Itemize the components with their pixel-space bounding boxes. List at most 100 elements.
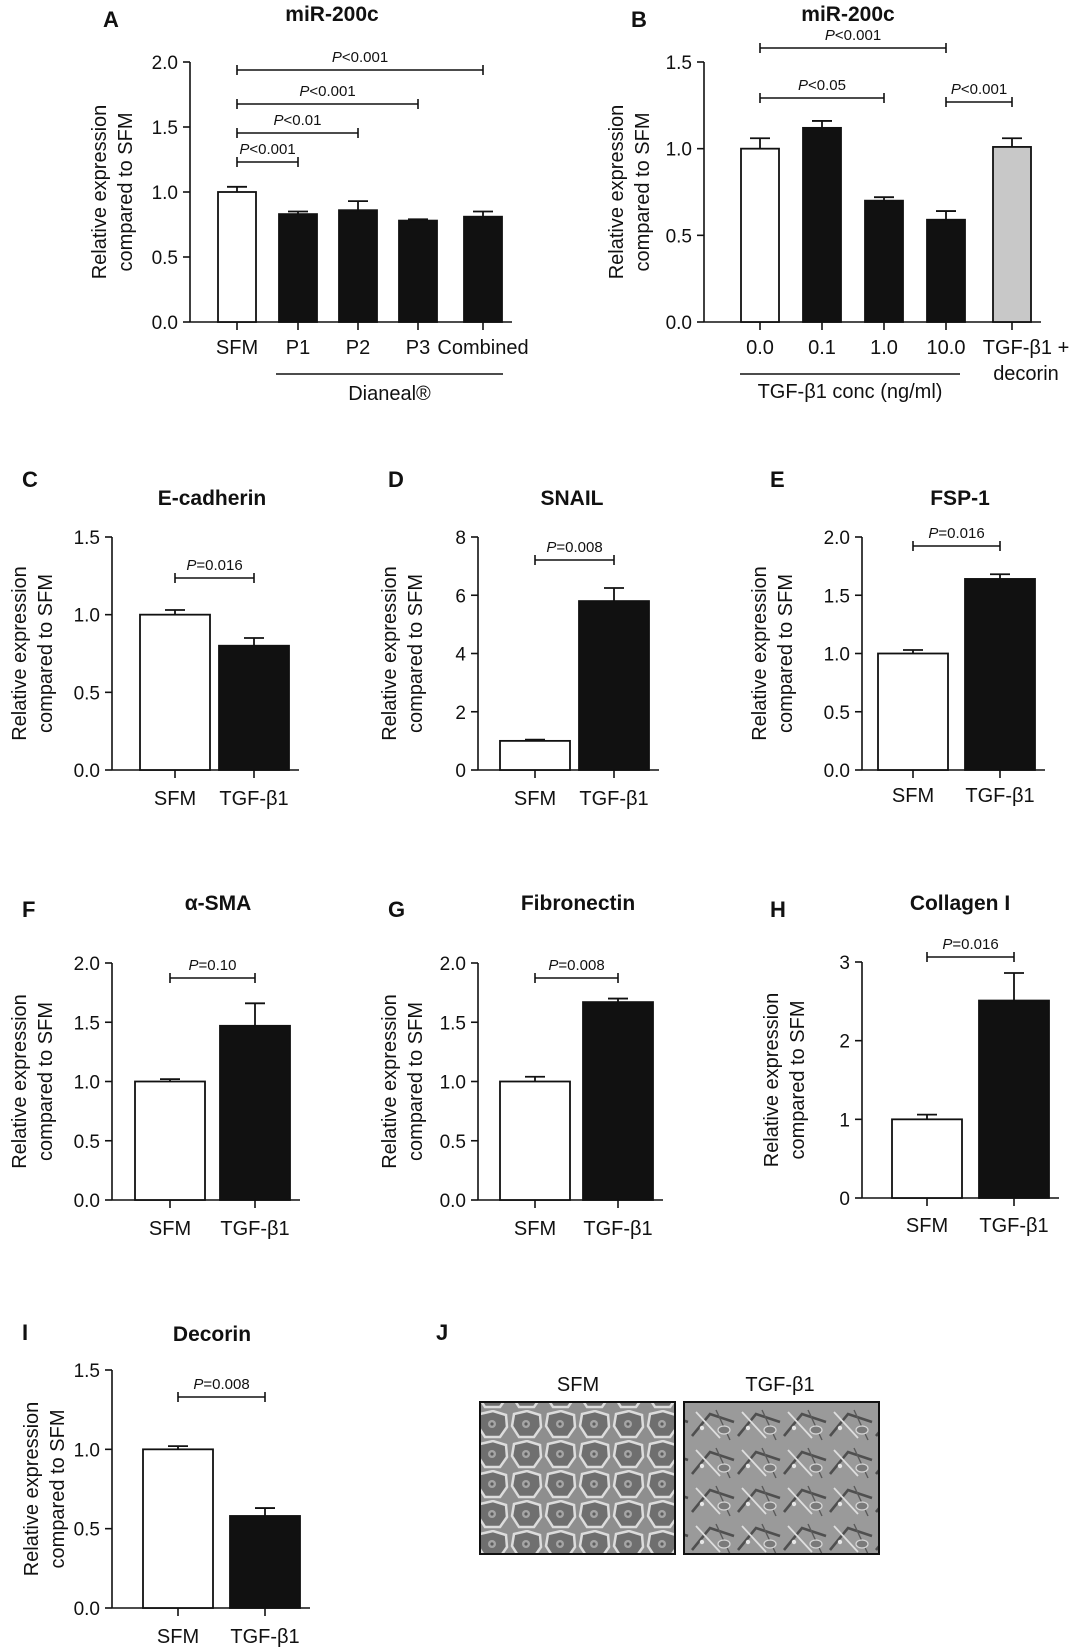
plot-area: 0.0 0.5 1.0 1.5 2.0 Relative expression compar…	[749, 525, 1045, 807]
p-symbol: P	[548, 957, 558, 974]
y-tick-label: 1.0	[74, 1073, 100, 1094]
y-axis	[105, 1369, 113, 1609]
p-symbol: P	[825, 27, 835, 44]
y-tick-label: 0.5	[666, 226, 692, 247]
bar	[891, 1118, 963, 1199]
micrograph-tgf	[683, 1401, 880, 1555]
category-label: TGF-β1	[579, 788, 648, 810]
panel-letter: D	[388, 467, 404, 492]
p-symbol: P	[193, 1376, 203, 1393]
p-value-label: P<0.001	[825, 27, 881, 44]
y-axis-label-line: Relative expression	[606, 105, 628, 280]
y-tick-label: 1.0	[440, 1073, 466, 1094]
y-tick-label: 1.5	[152, 118, 178, 139]
bar	[218, 644, 290, 771]
significance-bracket: P=0.016	[174, 557, 255, 583]
significance-bracket: P<0.001	[236, 141, 299, 167]
p-symbol: P	[186, 557, 196, 574]
y-axis-label-line: Relative expression	[749, 566, 771, 741]
y-tick-label: 1.0	[152, 183, 178, 204]
category-label-line: decorin	[993, 363, 1059, 385]
p-value-label: P<0.01	[274, 112, 322, 129]
category-label: TGF-β1	[220, 1218, 289, 1240]
bar	[499, 1080, 571, 1201]
p-value-label: P<0.001	[332, 49, 388, 66]
y-axis-label-line: compared to SFM	[787, 1001, 809, 1160]
y-axis-label-line: compared to SFM	[632, 113, 654, 272]
y-tick-label: 1	[839, 1110, 850, 1131]
p-value: =0.008	[558, 957, 604, 974]
category-label: SFM	[514, 788, 556, 810]
y-tick-label: 1.5	[74, 1013, 100, 1034]
category-label: TGF-β1	[979, 1215, 1048, 1237]
panel-letter: C	[22, 467, 38, 492]
bar	[463, 215, 503, 323]
bar	[499, 739, 571, 771]
p-symbol: P	[928, 525, 938, 542]
y-tick-label: 1.0	[824, 645, 850, 666]
plot-area: 0.0 0.5 1.0 1.5 Relative expression compared …	[9, 528, 299, 810]
y-axis-label-line: Relative expression	[9, 994, 31, 1169]
p-value-label: P<0.001	[239, 141, 295, 158]
y-axis-label-line: compared to SFM	[35, 1002, 57, 1161]
y-tick-label: 1.5	[824, 586, 850, 607]
category-label: 10.0	[927, 337, 966, 359]
significance-bracket: P<0.01	[236, 112, 359, 138]
panel-letter: B	[631, 7, 647, 32]
panel-letter: G	[388, 897, 405, 922]
category-label-line: TGF-β1 +	[983, 337, 1070, 359]
p-symbol: P	[942, 936, 952, 953]
plot-area: 0.0 0.5 1.0 1.5 2.0 Relative expression compar…	[379, 954, 663, 1240]
group-label: TGF-β1 conc (ng/ml)	[758, 381, 943, 403]
y-axis-label-line: Relative expression	[379, 566, 401, 741]
significance-bracket: P<0.001	[236, 49, 484, 75]
x-axis	[862, 769, 1045, 778]
y-axis-label-line: Relative expression	[9, 566, 31, 741]
p-value: =0.10	[199, 957, 237, 974]
y-axis-label: Relative expression compared to SFM	[89, 105, 137, 280]
y-tick-label: 1.0	[74, 1440, 100, 1461]
p-symbol: P	[239, 141, 249, 158]
x-axis	[862, 1197, 1059, 1206]
y-axis	[183, 61, 191, 323]
plot-area: 0 1 2 3 Relative expression compared to SFM SF…	[761, 936, 1059, 1237]
y-axis-label: Relative expression compared to SFM	[761, 993, 809, 1168]
bar	[134, 1080, 206, 1201]
p-value-label: P=0.008	[546, 539, 602, 556]
panel-letter: A	[103, 7, 119, 32]
chart-title: Decorin	[173, 1323, 251, 1346]
chart-title: SNAIL	[541, 487, 604, 510]
y-tick-label: 0.0	[152, 313, 178, 334]
p-symbol: P	[951, 81, 961, 98]
panel-h: H Collagen I 0 1 2 3 Relative expression comp…	[761, 892, 1059, 1237]
y-axis-label-line: Relative expression	[21, 1402, 43, 1577]
p-value-label: P<0.05	[798, 77, 846, 94]
p-symbol: P	[274, 112, 284, 129]
category-label: TGF-β1	[230, 1626, 299, 1648]
bar	[992, 146, 1032, 323]
y-tick-label: 6	[455, 586, 466, 607]
significance-bracket: P=0.10	[169, 957, 256, 983]
plot-area: 0.0 0.5 1.0 1.5 Relative expression compared …	[606, 27, 1069, 403]
panel-c: C E-cadherin 0.0 0.5 1.0 1.5 Relative expres…	[9, 467, 299, 810]
p-value: =0.016	[196, 557, 242, 574]
bar	[964, 578, 1036, 771]
panel-letter: J	[436, 1320, 448, 1345]
chart-title: Collagen I	[910, 892, 1010, 915]
y-axis-label: Relative expression compared to SFM	[749, 566, 797, 741]
plot-area: 0 2 4 6 8 Relative expression compared to SFM S…	[379, 528, 659, 810]
y-tick-label: 2.0	[440, 954, 466, 975]
y-axis-label: Relative expression compared to SFM	[606, 105, 654, 280]
micrograph-sfm	[479, 1401, 676, 1555]
p-value-label: P=0.016	[942, 936, 998, 953]
y-axis	[105, 536, 113, 771]
y-axis-label: Relative expression compared to SFM	[9, 994, 57, 1169]
bar	[142, 1448, 214, 1609]
p-value-label: P<0.001	[951, 81, 1007, 98]
plot-area: 0.0 0.5 1.0 1.5 2.0 Relative expression compar…	[89, 49, 529, 405]
significance-bracket: P<0.001	[236, 83, 419, 109]
p-value: <0.05	[808, 77, 846, 94]
panel-letter: I	[22, 1320, 28, 1345]
y-tick-label: 4	[455, 645, 466, 666]
significance-bracket: P=0.016	[926, 936, 1015, 962]
